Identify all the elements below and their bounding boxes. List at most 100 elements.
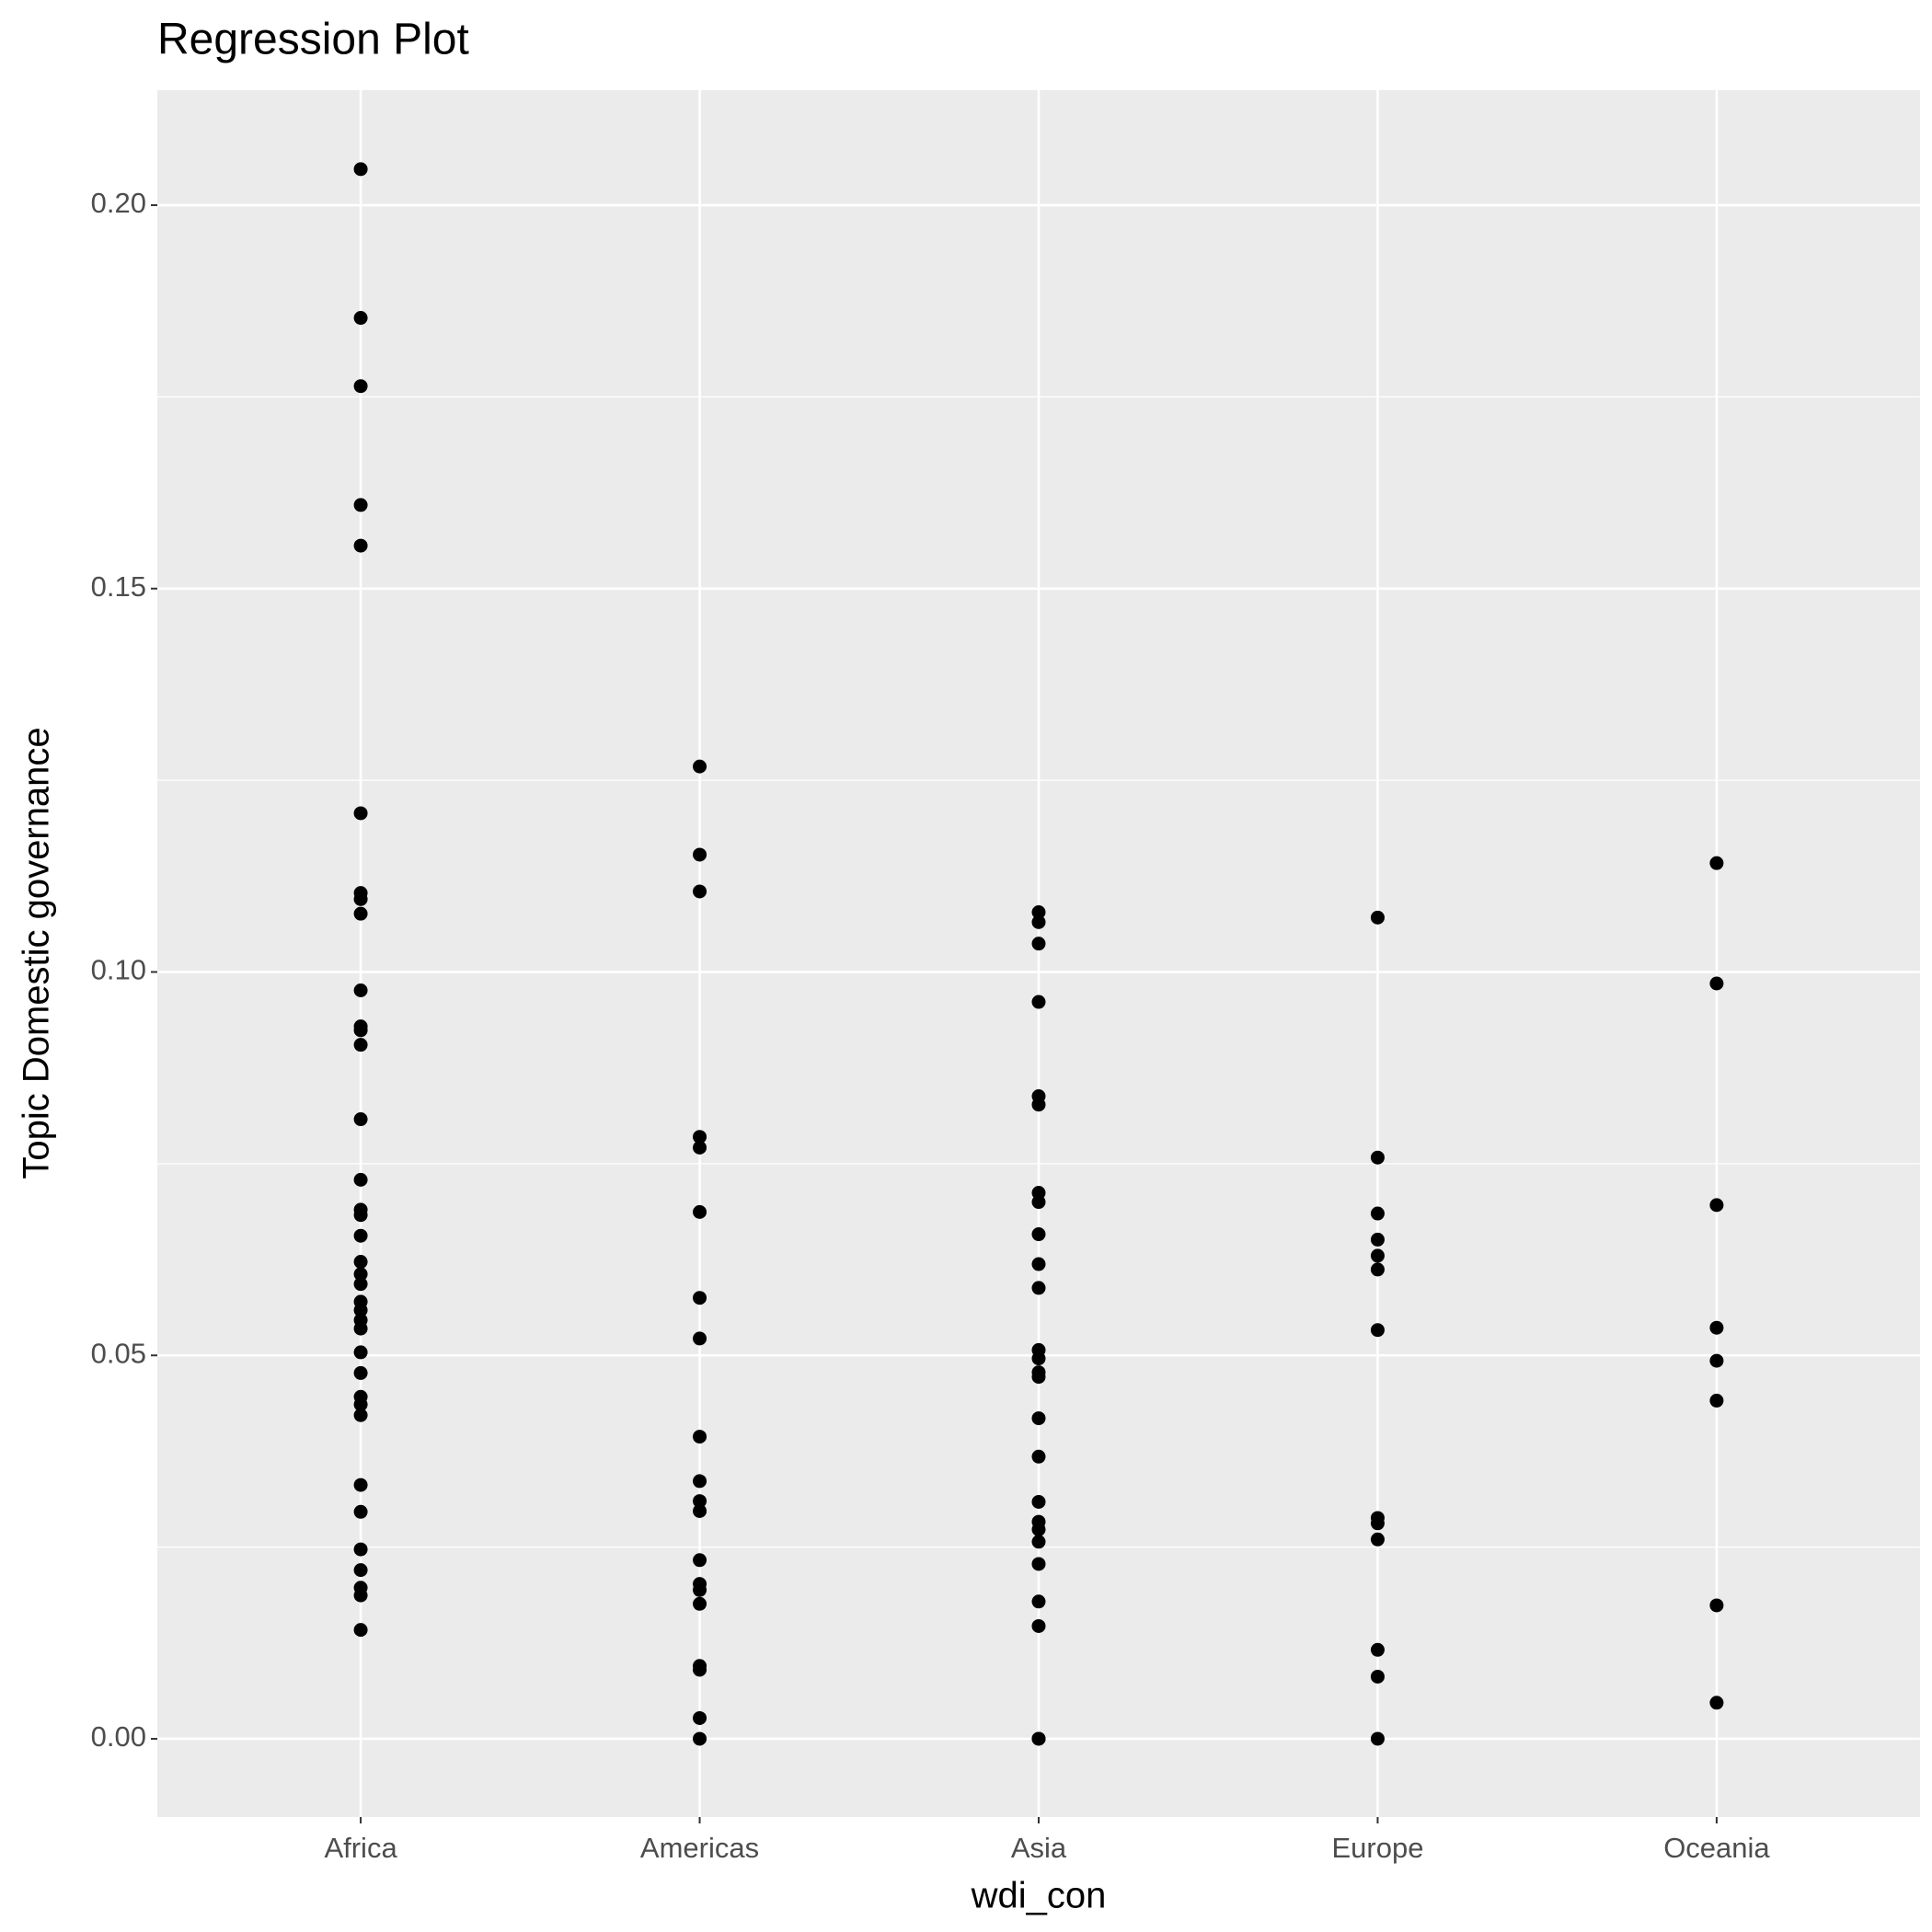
point [1031, 1098, 1046, 1112]
point [353, 1365, 368, 1380]
point [1370, 1206, 1385, 1221]
point [693, 1474, 707, 1489]
point [353, 1321, 368, 1336]
point [1709, 1598, 1724, 1613]
point [693, 1204, 707, 1219]
point [353, 1504, 368, 1519]
x-tick-label: Europe [1331, 1832, 1423, 1864]
point [353, 538, 368, 553]
point [353, 1023, 368, 1038]
point [1370, 910, 1385, 925]
point [1709, 1696, 1724, 1710]
point [1031, 1522, 1046, 1536]
x-tick-label: Asia [1011, 1832, 1067, 1864]
point [1370, 1532, 1385, 1547]
point [693, 759, 707, 774]
point [1370, 1323, 1385, 1338]
point [693, 1582, 707, 1597]
point [353, 1267, 368, 1282]
point [1370, 1150, 1385, 1165]
point [353, 1277, 368, 1292]
point [1709, 1320, 1724, 1335]
point [353, 1623, 368, 1638]
point [353, 891, 368, 906]
point [353, 1478, 368, 1492]
point [353, 1303, 368, 1317]
point [1031, 1281, 1046, 1295]
point [1709, 976, 1724, 991]
y-axis-title: Topic Domestic governance [17, 727, 57, 1179]
point [1031, 937, 1046, 951]
point [1031, 1449, 1046, 1464]
point [1031, 904, 1046, 919]
point [693, 1130, 707, 1144]
point [1031, 1195, 1046, 1210]
point [1031, 1351, 1046, 1366]
y-tick-label: 0.10 [91, 954, 146, 986]
point [353, 1172, 368, 1187]
point [1031, 1227, 1046, 1242]
point [693, 1553, 707, 1568]
point [693, 1494, 707, 1509]
point [1031, 1618, 1046, 1633]
y-tick-label: 0.20 [91, 187, 146, 219]
point [353, 498, 368, 512]
point [1370, 1262, 1385, 1277]
point [1031, 1370, 1046, 1385]
point [353, 983, 368, 998]
point [693, 1731, 707, 1746]
point [1370, 1248, 1385, 1263]
point [1031, 1494, 1046, 1509]
point [693, 1331, 707, 1346]
point [353, 162, 368, 177]
point [353, 1228, 368, 1243]
point [353, 806, 368, 821]
point [353, 1112, 368, 1127]
point [693, 1710, 707, 1725]
point [1031, 1257, 1046, 1271]
point [1370, 1516, 1385, 1531]
point [1709, 1198, 1724, 1213]
point [353, 1408, 368, 1422]
point [353, 1038, 368, 1052]
point [1031, 1411, 1046, 1426]
y-tick-label: 0.05 [91, 1337, 146, 1369]
point [693, 1430, 707, 1444]
point [1709, 1353, 1724, 1368]
point [1031, 995, 1046, 1009]
point [353, 906, 368, 921]
point [1031, 914, 1046, 929]
point [353, 1542, 368, 1557]
point [1370, 1642, 1385, 1657]
chart-title: Regression Plot [157, 16, 469, 64]
point [1031, 1557, 1046, 1571]
point [693, 1140, 707, 1155]
x-tick-label: Americas [640, 1832, 759, 1864]
point [353, 1397, 368, 1412]
point [693, 1596, 707, 1611]
point [1031, 1594, 1046, 1609]
point [353, 1255, 368, 1270]
point [1709, 856, 1724, 870]
x-tick-label: Oceania [1663, 1832, 1770, 1864]
point [693, 1662, 707, 1677]
x-tick-label: Africa [324, 1832, 397, 1864]
point [1370, 1669, 1385, 1684]
point [693, 847, 707, 862]
y-tick-label: 0.15 [91, 570, 146, 603]
point [353, 1563, 368, 1578]
point [693, 884, 707, 899]
point [353, 1345, 368, 1360]
y-tick-label: 0.00 [91, 1720, 146, 1753]
point [1370, 1232, 1385, 1247]
x-axis-title: wdi_con [971, 1876, 1107, 1916]
point [353, 1588, 368, 1603]
point [693, 1291, 707, 1305]
point [1031, 1731, 1046, 1746]
point [353, 379, 368, 394]
point [1709, 1393, 1724, 1408]
point [353, 1208, 368, 1223]
point [693, 1503, 707, 1518]
point [1031, 1535, 1046, 1549]
